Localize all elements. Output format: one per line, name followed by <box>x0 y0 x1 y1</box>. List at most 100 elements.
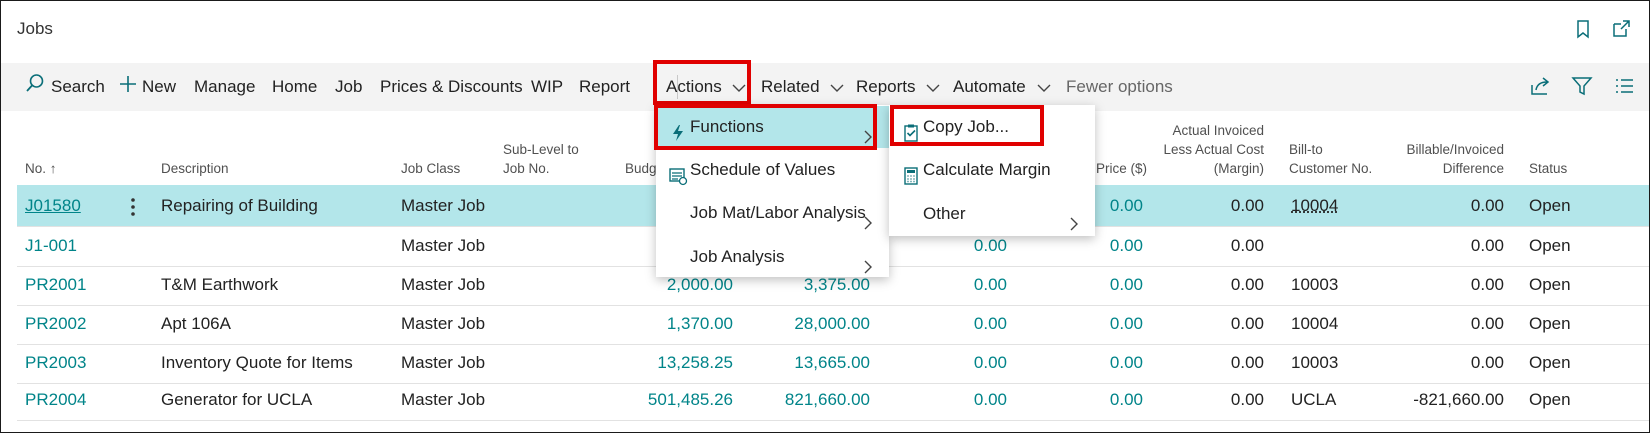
budget-cell[interactable]: 2,000.00 <box>666 275 733 294</box>
description-cell: Repairing of Building <box>161 196 318 215</box>
column-header-billto[interactable]: Bill-to Customer No. <box>1289 140 1372 178</box>
menu-item-schedule-of-values[interactable]: Schedule of Values <box>656 149 889 191</box>
menu-item-other[interactable]: Other <box>889 193 1095 235</box>
table-row[interactable]: PR2004 Generator for UCLA Master Job 501… <box>17 379 1649 421</box>
billto-cell[interactable]: 10004 <box>1291 196 1339 215</box>
column-header-margin-line1: Actual Invoiced <box>1172 123 1264 138</box>
job-no-link[interactable]: PR2001 <box>25 275 87 294</box>
status-cell: Open <box>1529 314 1571 333</box>
menu-item-job-mat-labor-analysis[interactable]: Job Mat/Labor Analysis <box>656 192 889 234</box>
automate-menu-button[interactable]: Automate <box>953 63 1051 111</box>
margin-cell: 0.00 <box>1230 236 1264 255</box>
menu-item-label: Copy Job... <box>923 117 1009 136</box>
price-cell[interactable]: 0.00 <box>1109 353 1143 372</box>
column-header-billto-line2: Customer No. <box>1289 161 1373 176</box>
job-no-link[interactable]: J1-001 <box>25 236 77 255</box>
amount-cell[interactable]: 0.00 <box>973 353 1007 372</box>
job-no-link[interactable]: PR2003 <box>25 353 87 372</box>
open-new-window-icon[interactable] <box>1611 19 1631 39</box>
budget-cell[interactable]: 501,485.26 <box>647 390 733 409</box>
menu-item-copy-job[interactable]: Copy Job... <box>889 106 1095 148</box>
column-header-budget[interactable]: Budg <box>625 161 657 176</box>
menu-item-label: Job Analysis <box>690 247 785 266</box>
table-row[interactable]: PR2001 T&M Earthwork Master Job 2,000.00… <box>17 264 1649 306</box>
amount-cell[interactable]: 0.00 <box>973 314 1007 333</box>
amount-cell[interactable]: 28,000.00 <box>794 314 870 333</box>
billable-cell: 0.00 <box>1470 275 1504 294</box>
column-header-description[interactable]: Description <box>161 161 229 176</box>
billto-cell[interactable]: UCLA <box>1291 390 1337 409</box>
menu-item-calculate-margin[interactable]: Calculate Margin <box>889 149 1095 191</box>
amount-cell[interactable]: 0.00 <box>973 236 1007 255</box>
column-header-margin-line3: (Margin) <box>1213 161 1264 176</box>
billto-cell[interactable]: 10003 <box>1291 353 1339 372</box>
billto-cell[interactable]: 10004 <box>1291 314 1339 333</box>
price-cell[interactable]: 0.00 <box>1109 196 1143 215</box>
fewer-options-button[interactable]: Fewer options <box>1066 77 1173 96</box>
list-view-icon[interactable] <box>1613 75 1635 102</box>
job-no-link[interactable]: PR2004 <box>25 390 87 409</box>
action-bar-right-icons <box>1529 75 1635 102</box>
column-header-billto-line1: Bill-to <box>1289 142 1323 157</box>
related-menu-button[interactable]: Related <box>761 63 844 111</box>
amount-cell[interactable]: 3,375.00 <box>803 275 870 294</box>
table-row[interactable]: PR2003 Inventory Quote for Items Master … <box>17 342 1649 384</box>
reports-label: Reports <box>856 77 916 96</box>
amount-cell[interactable]: 13,665.00 <box>794 353 870 372</box>
budget-cell[interactable]: 13,258.25 <box>657 353 733 372</box>
bookmark-icon[interactable] <box>1573 19 1593 39</box>
status-cell: Open <box>1529 390 1571 409</box>
column-header-billable[interactable]: Billable/Invoiced Difference <box>1377 140 1504 178</box>
menu-item-job-analysis[interactable]: Job Analysis <box>656 236 889 278</box>
menu-item-functions[interactable]: Functions <box>656 106 889 148</box>
table-row[interactable]: PR2002 Apt 106A Master Job 1,370.00 28,0… <box>17 303 1649 345</box>
actions-dropdown-menu: Functions Schedule of Values Job Mat/Lab… <box>656 105 889 277</box>
prices-discounts-tab[interactable]: Prices & Discounts <box>380 77 523 96</box>
price-cell[interactable]: 0.00 <box>1109 236 1143 255</box>
chevron-down-icon <box>732 64 746 112</box>
margin-cell: 0.00 <box>1230 196 1264 215</box>
actions-menu-button[interactable]: Actions <box>666 63 746 111</box>
column-header-margin[interactable]: Actual Invoiced Less Actual Cost (Margin… <box>1137 121 1264 178</box>
status-cell: Open <box>1529 196 1571 215</box>
reports-menu-button[interactable]: Reports <box>856 63 940 111</box>
price-cell[interactable]: 0.00 <box>1109 275 1143 294</box>
title-icons <box>1573 19 1631 39</box>
job-tab[interactable]: Job <box>335 77 363 96</box>
billto-cell[interactable]: 10003 <box>1291 275 1339 294</box>
price-cell[interactable]: 0.00 <box>1109 314 1143 333</box>
price-cell[interactable]: 0.00 <box>1109 390 1143 409</box>
action-bar-divider <box>677 75 678 99</box>
column-header-status[interactable]: Status <box>1529 161 1568 176</box>
column-header-no[interactable]: No. ↑ <box>25 161 57 176</box>
manage-tab[interactable]: Manage <box>194 77 256 96</box>
budget-cell[interactable]: 1,370.00 <box>666 314 733 333</box>
chevron-down-icon <box>1037 64 1051 112</box>
job-class-cell: Master Job <box>401 196 486 215</box>
home-tab[interactable]: Home <box>272 77 318 96</box>
column-header-job-class[interactable]: Job Class <box>401 161 461 176</box>
amount-cell[interactable]: 821,660.00 <box>784 390 870 409</box>
column-header-sublevel[interactable]: Sub-Level to Job No. <box>503 140 579 178</box>
report-tab[interactable]: Report <box>579 77 631 96</box>
menu-item-label: Functions <box>690 117 764 136</box>
filter-icon[interactable] <box>1571 75 1593 102</box>
amount-cell[interactable]: 0.00 <box>973 390 1007 409</box>
menu-item-label: Schedule of Values <box>690 160 836 179</box>
new-button[interactable]: New <box>119 63 176 111</box>
billable-cell: 0.00 <box>1470 314 1504 333</box>
search-button[interactable]: Search <box>25 63 105 111</box>
amount-cell[interactable]: 0.00 <box>973 275 1007 294</box>
wip-tab[interactable]: WIP <box>531 77 564 96</box>
margin-cell: 0.00 <box>1230 390 1264 409</box>
row-menu-icon[interactable] <box>130 185 136 226</box>
functions-submenu: Copy Job... Calculate Margin Other <box>889 105 1095 236</box>
job-no-link[interactable]: PR2002 <box>25 314 87 333</box>
share-icon[interactable] <box>1529 75 1551 102</box>
job-no-link[interactable]: J01580 <box>25 196 81 215</box>
chevron-down-icon <box>926 64 940 112</box>
plus-icon <box>119 64 137 112</box>
description-cell: T&M Earthwork <box>161 275 279 294</box>
column-header-price[interactable]: Price ($) <box>1096 161 1148 176</box>
new-label: New <box>142 77 177 96</box>
